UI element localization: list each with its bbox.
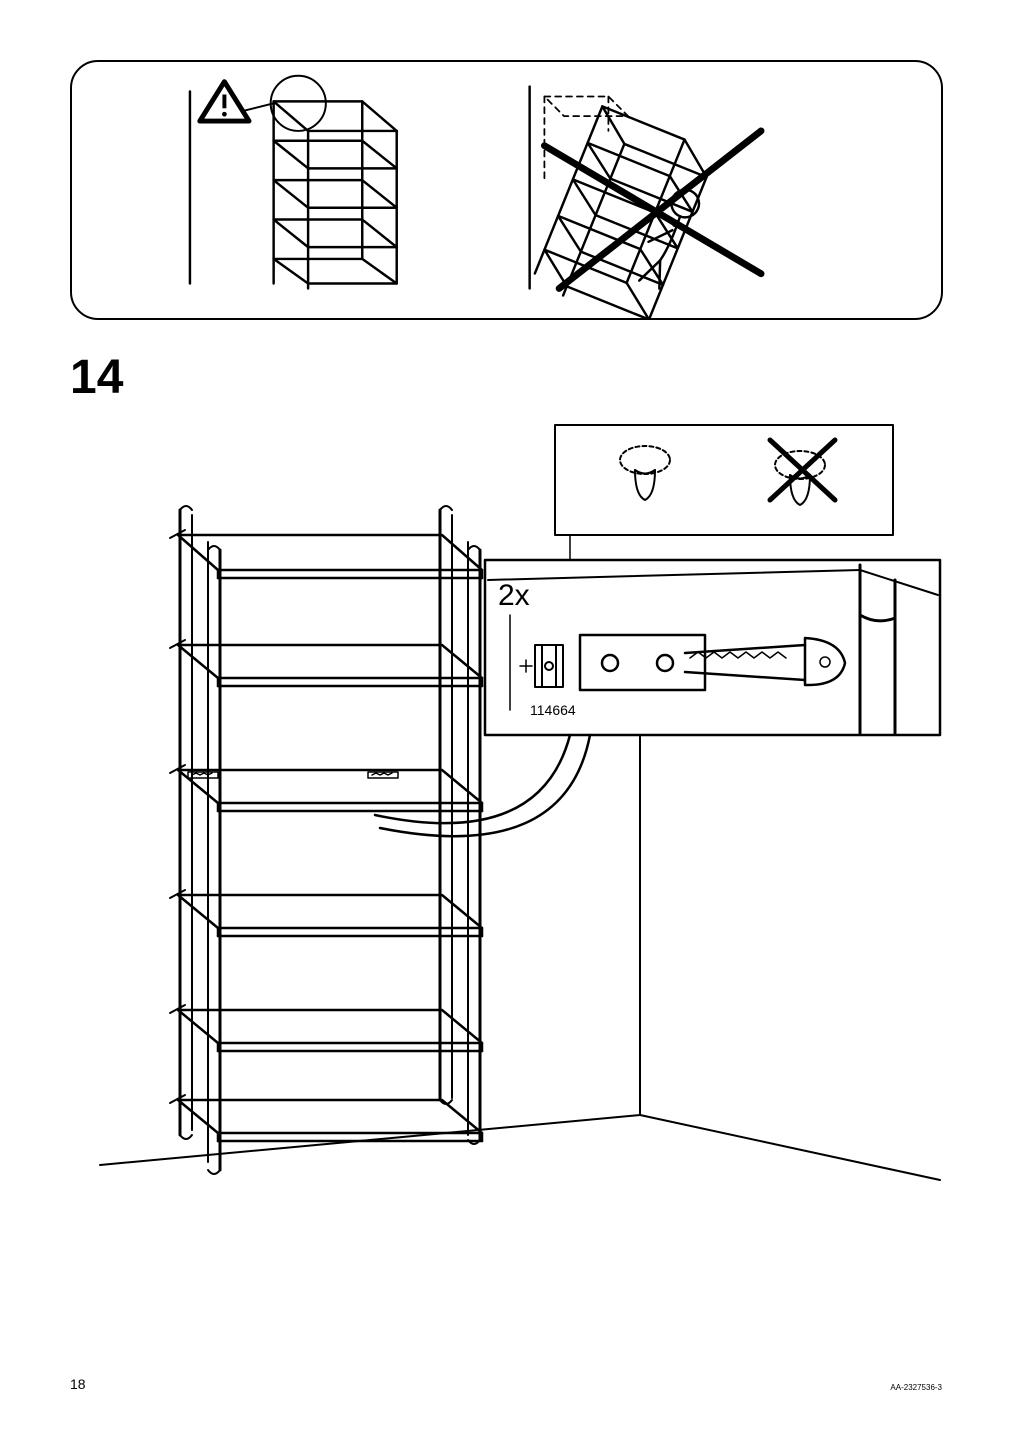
warning-panel bbox=[70, 60, 943, 320]
warning-illustration bbox=[72, 62, 941, 318]
warning-triangle-icon bbox=[200, 82, 249, 121]
part-number: 114664 bbox=[530, 702, 576, 718]
step-number: 14 bbox=[70, 350, 123, 405]
quantity-label: 2x bbox=[498, 579, 530, 612]
main-diagram: 2x 114664 bbox=[70, 420, 943, 1190]
page-number: 18 bbox=[70, 1376, 86, 1392]
doc-code: AA-2327536-3 bbox=[890, 1383, 942, 1392]
